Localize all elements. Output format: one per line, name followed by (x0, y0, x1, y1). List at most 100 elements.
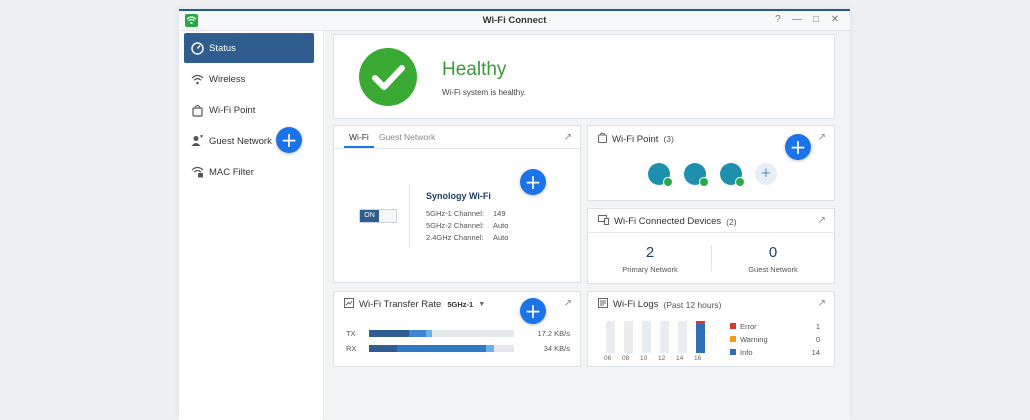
health-status-title: Healthy (442, 59, 507, 80)
primary-network-label: Primary Network (622, 265, 678, 274)
sidebar-item-label: Guest Network (209, 135, 272, 147)
add-fab-button[interactable]: + (276, 127, 302, 153)
sidebar: Status Wireless Wi-Fi Point Guest Networ… (179, 31, 324, 420)
expand-icon[interactable]: ↗ (563, 132, 572, 143)
online-check-icon (699, 177, 709, 187)
guest-network-label: Guest Network (748, 265, 798, 274)
wifi-point-title: Wi-Fi Point (612, 133, 659, 145)
connected-devices-card: Wi-Fi Connected Devices (2) ↗ 2 Primary … (587, 208, 835, 284)
sidebar-item-guest-network[interactable]: Guest Network (184, 126, 314, 156)
transfer-rate-card: Wi-Fi Transfer Rate 5GHz-1 ▼ ↗ + TX 17.2… (333, 291, 581, 367)
log-bar (678, 321, 687, 353)
expand-icon[interactable]: ↗ (817, 215, 826, 226)
sidebar-item-wireless[interactable]: Wireless (184, 64, 314, 94)
mac-filter-icon (190, 165, 204, 179)
chart-icon (344, 298, 354, 311)
wifi-toggle[interactable]: ON (359, 209, 397, 223)
sidebar-item-status[interactable]: Status (184, 33, 314, 63)
wifi-point-card: Wi-Fi Point (3) ↗ + + (587, 125, 835, 201)
logs-title: Wi-Fi Logs (613, 299, 659, 310)
add-wifi-point-button[interactable]: + (755, 163, 777, 185)
wifi-app-icon (185, 14, 198, 27)
hour-label: 08 (622, 355, 630, 362)
online-check-icon (663, 177, 673, 187)
health-card: Healthy Wi-Fi system is healthy. (333, 34, 835, 119)
channel-value: Auto (493, 233, 509, 242)
add-fab-button[interactable]: + (520, 169, 546, 195)
log-legend-value: 1 (815, 322, 820, 331)
expand-icon[interactable]: ↗ (817, 132, 826, 143)
wifi-point-device-icon[interactable] (648, 163, 673, 187)
log-legend-label: Error (740, 322, 757, 331)
guest-network-count: 0 (768, 244, 778, 261)
log-legend-label: Warning (740, 335, 768, 344)
maximize-icon[interactable]: □ (812, 14, 820, 25)
hour-label: 10 (640, 355, 648, 362)
channel-value: 149 (493, 209, 506, 218)
rx-bar-fill (397, 345, 486, 352)
log-bar (606, 321, 615, 353)
sidebar-item-wifi-point[interactable]: Wi-Fi Point (184, 95, 314, 125)
transfer-title: Wi-Fi Transfer Rate (359, 299, 442, 310)
tx-bar-fill (426, 330, 432, 337)
hour-label: 12 (658, 355, 666, 362)
hour-label: 06 (604, 355, 612, 362)
error-swatch (730, 323, 736, 329)
app-window: Wi-Fi Connect ? — □ ✕ Status Wireless Wi… (179, 9, 850, 420)
window-title: Wi-Fi Connect (482, 15, 547, 26)
logs-icon (598, 298, 608, 311)
help-icon[interactable]: ? (775, 14, 781, 25)
online-check-icon (735, 177, 745, 187)
sidebar-item-label: Wi-Fi Point (209, 104, 256, 116)
active-tab-indicator (344, 146, 374, 148)
wifi-logs-card: Wi-Fi Logs (Past 12 hours) ↗ 06 08 10 12… (587, 291, 835, 367)
wifi-point-device-icon[interactable] (684, 163, 709, 187)
tab-divider (334, 148, 580, 149)
tab-wifi[interactable]: Wi-Fi (349, 132, 369, 142)
status-icon (190, 41, 204, 55)
rx-value: 34 KB/s (543, 344, 570, 353)
log-legend-value: 14 (811, 348, 820, 357)
card-title: Wi-Fi Connected Devices (2) (598, 215, 737, 228)
wifi-point-device-icon[interactable] (720, 163, 745, 187)
wifi-card: Wi-Fi Guest Network ↗ + ON Synology Wi-F… (333, 125, 581, 283)
rx-label: RX (346, 344, 357, 353)
rx-bar (369, 345, 514, 352)
router-icon (190, 103, 204, 117)
devices-title: Wi-Fi Connected Devices (614, 216, 722, 227)
log-bar (660, 321, 669, 353)
tx-bar-fill (369, 330, 409, 337)
toggle-on-label: ON (360, 210, 379, 222)
chevron-down-icon[interactable]: ▼ (478, 301, 486, 308)
devices-icon (598, 215, 609, 228)
close-icon[interactable]: ✕ (830, 14, 840, 25)
expand-icon[interactable]: ↗ (817, 298, 826, 309)
log-bar (624, 321, 633, 353)
card-title: Wi-Fi Point (3) (598, 132, 674, 146)
tx-bar-fill (409, 330, 426, 337)
title-bar: Wi-Fi Connect ? — □ ✕ (179, 11, 850, 31)
add-fab-button[interactable]: + (520, 298, 546, 324)
card-title: Wi-Fi Logs (Past 12 hours) (598, 298, 722, 311)
channel-label: 2.4GHz Channel: (426, 233, 484, 242)
main-content: Healthy Wi-Fi system is healthy. Wi-Fi G… (325, 31, 850, 420)
log-bar-error (696, 321, 705, 324)
band-select[interactable]: 5GHz-1 (447, 300, 474, 309)
tab-guest-network[interactable]: Guest Network (379, 132, 436, 142)
expand-icon[interactable]: ↗ (563, 298, 572, 309)
router-icon (598, 132, 607, 146)
rx-bar-fill (486, 345, 494, 352)
sidebar-item-mac-filter[interactable]: MAC Filter (184, 157, 314, 187)
divider (409, 185, 410, 247)
sidebar-item-label: Wireless (209, 73, 246, 85)
wifi-point-count: (3) (663, 134, 674, 144)
primary-network-count: 2 (645, 244, 655, 261)
wifi-icon (190, 72, 204, 86)
sidebar-item-label: MAC Filter (209, 166, 254, 178)
add-fab-button[interactable]: + (785, 134, 811, 160)
log-bar (642, 321, 651, 353)
minimize-icon[interactable]: — (792, 14, 802, 25)
channel-value: Auto (493, 221, 509, 230)
info-swatch (730, 349, 736, 355)
healthy-check-icon (359, 48, 417, 106)
